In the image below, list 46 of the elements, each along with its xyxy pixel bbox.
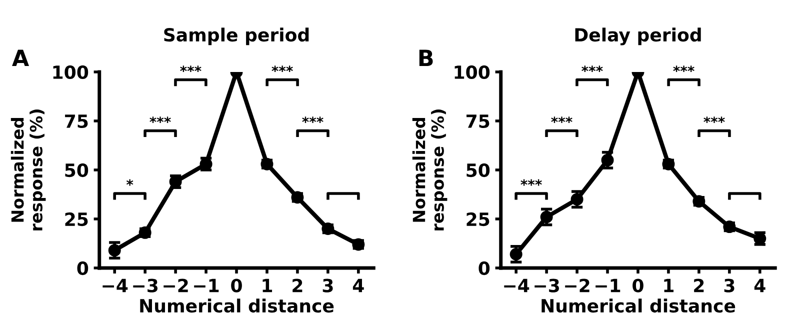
y-axis-title: Normalized response (%) (10, 110, 46, 230)
text: A (12, 50, 30, 66)
x-tick-label: −4 (102, 278, 128, 292)
x-tick-label: −4 (504, 278, 530, 292)
x-tick-label: 2 (694, 278, 704, 292)
x-tick-label: 0 (231, 278, 242, 292)
annotation: *** (520, 179, 542, 186)
annotation: *** (582, 66, 603, 72)
annotation: *** (272, 66, 293, 72)
x-tick-label: 2 (292, 278, 302, 292)
x-tick-label: −2 (164, 278, 188, 292)
text: B (419, 50, 433, 66)
x-tick-label: 0 (632, 278, 644, 292)
y-tick-label: 0 (77, 261, 88, 276)
x-axis-title: Numerical distance (140, 298, 334, 313)
y-tick-label: 50 (65, 163, 88, 178)
x-tick-label: −1 (596, 278, 620, 292)
annotation: * (126, 179, 134, 186)
chart-title: Sample period (164, 28, 309, 46)
x-tick-label: 1 (262, 278, 272, 292)
annotation: *** (704, 116, 725, 124)
y-tick-label: 0 (478, 261, 490, 276)
annotation: *** (180, 66, 202, 72)
annotation: *** (551, 116, 572, 124)
x-tick-label: 3 (322, 278, 333, 292)
annotation: *** (150, 116, 171, 124)
annotation: *** (302, 116, 324, 124)
chart-title: Delay period (575, 28, 701, 46)
y-tick-label: 50 (466, 163, 490, 178)
x-axis-title: Numerical distance (542, 298, 736, 313)
x-tick-label: −1 (194, 278, 219, 292)
y-tick-label: 75 (466, 114, 490, 128)
x-tick-label: −2 (565, 278, 590, 292)
x-tick-label: 3 (724, 278, 734, 292)
y-axis-title: Normalized response (%) (412, 110, 448, 230)
x-tick-label: −3 (133, 278, 158, 292)
x-tick-label: 4 (754, 278, 766, 292)
y-tick-label: 25 (65, 212, 88, 226)
y-tick-label: 25 (466, 212, 490, 226)
x-tick-label: 1 (664, 278, 674, 292)
annotation: *** (673, 66, 694, 72)
x-tick-label: 4 (352, 278, 364, 292)
y-tick-label: 100 (53, 65, 88, 80)
y-tick-label: 100 (454, 65, 490, 80)
x-tick-label: −3 (534, 278, 559, 292)
y-tick-label: 75 (65, 114, 88, 128)
